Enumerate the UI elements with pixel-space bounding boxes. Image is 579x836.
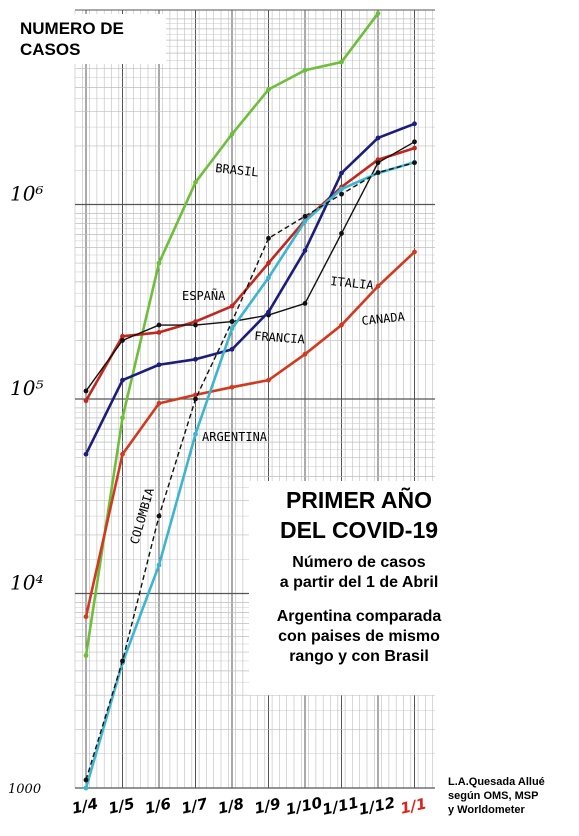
data-point-españa (120, 333, 125, 339)
series-label-argentina: ARGENTINA (202, 430, 268, 444)
data-point-españa (193, 319, 198, 325)
data-point-argentina (156, 562, 162, 568)
x-tick-label: 1/4 (70, 795, 100, 818)
data-point-canada (302, 351, 308, 357)
data-point-francia (229, 346, 235, 352)
data-point-canada (375, 283, 381, 289)
y-axis-title: NUMERO DE CASOS (14, 14, 166, 64)
y-tick-label: 10⁶ (10, 182, 43, 206)
data-point-canada (339, 322, 344, 328)
data-point-colombia (266, 235, 271, 241)
info-box: PRIMER AÑO DEL COVID-19 Número de casos … (249, 481, 469, 695)
chart-title: PRIMER AÑO DEL COVID-19 (279, 487, 439, 543)
data-point-canada (229, 384, 235, 390)
x-tick-label: 1/11 (321, 793, 361, 818)
data-point-italia (193, 322, 198, 328)
data-point-españa (412, 145, 417, 151)
data-point-colombia (339, 191, 344, 197)
series-label-italia: ITALIA (330, 274, 375, 293)
data-point-canada (83, 614, 89, 620)
series-line-españa (84, 146, 415, 402)
series-line-italia (85, 141, 415, 392)
data-point-españa (156, 329, 162, 335)
data-point-colombia (83, 777, 89, 783)
data-point-colombia (375, 170, 381, 175)
series-lines (83, 11, 417, 791)
data-point-colombia (120, 658, 125, 664)
series-label-francia: FRANCIA (254, 329, 306, 347)
data-point-francia (412, 121, 417, 127)
data-point-brasil (156, 260, 162, 266)
data-point-colombia (302, 213, 308, 219)
data-point-francia (375, 135, 381, 141)
data-point-colombia (156, 513, 162, 519)
data-point-francia (193, 356, 198, 362)
data-point-brasil (229, 131, 235, 137)
chart-note: Argentina comparada con paises de mismo … (276, 608, 442, 665)
data-point-italia (156, 322, 162, 328)
chart-subtitle: Número de casos a partir del 1 de Abril (279, 554, 439, 591)
data-point-francia (83, 451, 89, 457)
data-point-italia (412, 139, 417, 145)
data-point-colombia (193, 396, 198, 402)
data-point-francia (339, 170, 344, 176)
data-point-argentina (302, 218, 308, 224)
data-point-españa (266, 260, 271, 266)
data-point-canada (266, 377, 271, 383)
x-tick-label: 1/10 (284, 793, 324, 818)
data-point-argentina (193, 431, 198, 437)
data-point-canada (120, 451, 125, 457)
series-label-colombia: COLOMBIA (127, 486, 157, 546)
data-point-brasil (339, 59, 344, 65)
y-tick-label: 1000 (8, 782, 41, 797)
data-point-argentina (229, 326, 235, 332)
x-tick-label: 1/1 (399, 795, 429, 818)
y-tick-label: 10⁴ (10, 571, 43, 595)
data-point-argentina (266, 275, 271, 281)
x-tick-label: 1/5 (107, 795, 137, 818)
data-point-canada (412, 249, 417, 255)
data-point-italia (375, 160, 381, 166)
data-point-brasil (193, 179, 198, 185)
data-point-argentina (339, 186, 344, 192)
data-point-italia (339, 231, 344, 236)
y-axis-ticks: 1000 10⁴ 10⁵ 10⁶ (8, 182, 43, 798)
data-point-brasil (375, 11, 381, 16)
data-point-brasil (266, 87, 271, 92)
data-point-brasil (120, 415, 125, 421)
data-point-colombia (229, 319, 235, 325)
data-point-brasil (83, 653, 89, 658)
series-label-brasil: BRASIL (215, 161, 260, 179)
series-line-francia (84, 122, 415, 455)
series-label-españa: ESPAÑA (182, 288, 226, 303)
y-tick-label: 10⁵ (10, 376, 43, 400)
x-tick-label: 1/8 (216, 795, 246, 818)
data-point-españa (83, 398, 89, 404)
x-tick-label: 1/12 (357, 793, 397, 818)
data-point-francia (266, 309, 271, 315)
x-axis-ticks: 1/4 1/5 1/6 1/7 1/8 1/9 1/101/111/12 1/1 (70, 793, 428, 818)
data-point-colombia (412, 160, 417, 166)
data-point-italia (302, 301, 308, 306)
data-point-canada (156, 400, 162, 406)
series-line-argentina (84, 160, 415, 789)
data-point-francia (302, 248, 308, 253)
data-point-españa (229, 303, 235, 309)
data-point-italia (120, 338, 125, 343)
data-point-francia (120, 377, 125, 383)
x-tick-label: 1/6 (143, 795, 173, 818)
data-point-canada (193, 392, 198, 398)
source-credit: L.A.Quesada Allué según OMS, MSP y World… (446, 774, 579, 818)
data-point-italia (83, 388, 89, 394)
x-tick-label: 1/7 (180, 794, 210, 817)
data-point-brasil (302, 67, 308, 73)
series-line-canada (84, 251, 416, 617)
x-tick-label: 1/9 (253, 795, 283, 818)
series-label-canada: CANADA (361, 309, 406, 328)
data-point-francia (156, 362, 162, 368)
data-point-argentina (83, 785, 89, 791)
